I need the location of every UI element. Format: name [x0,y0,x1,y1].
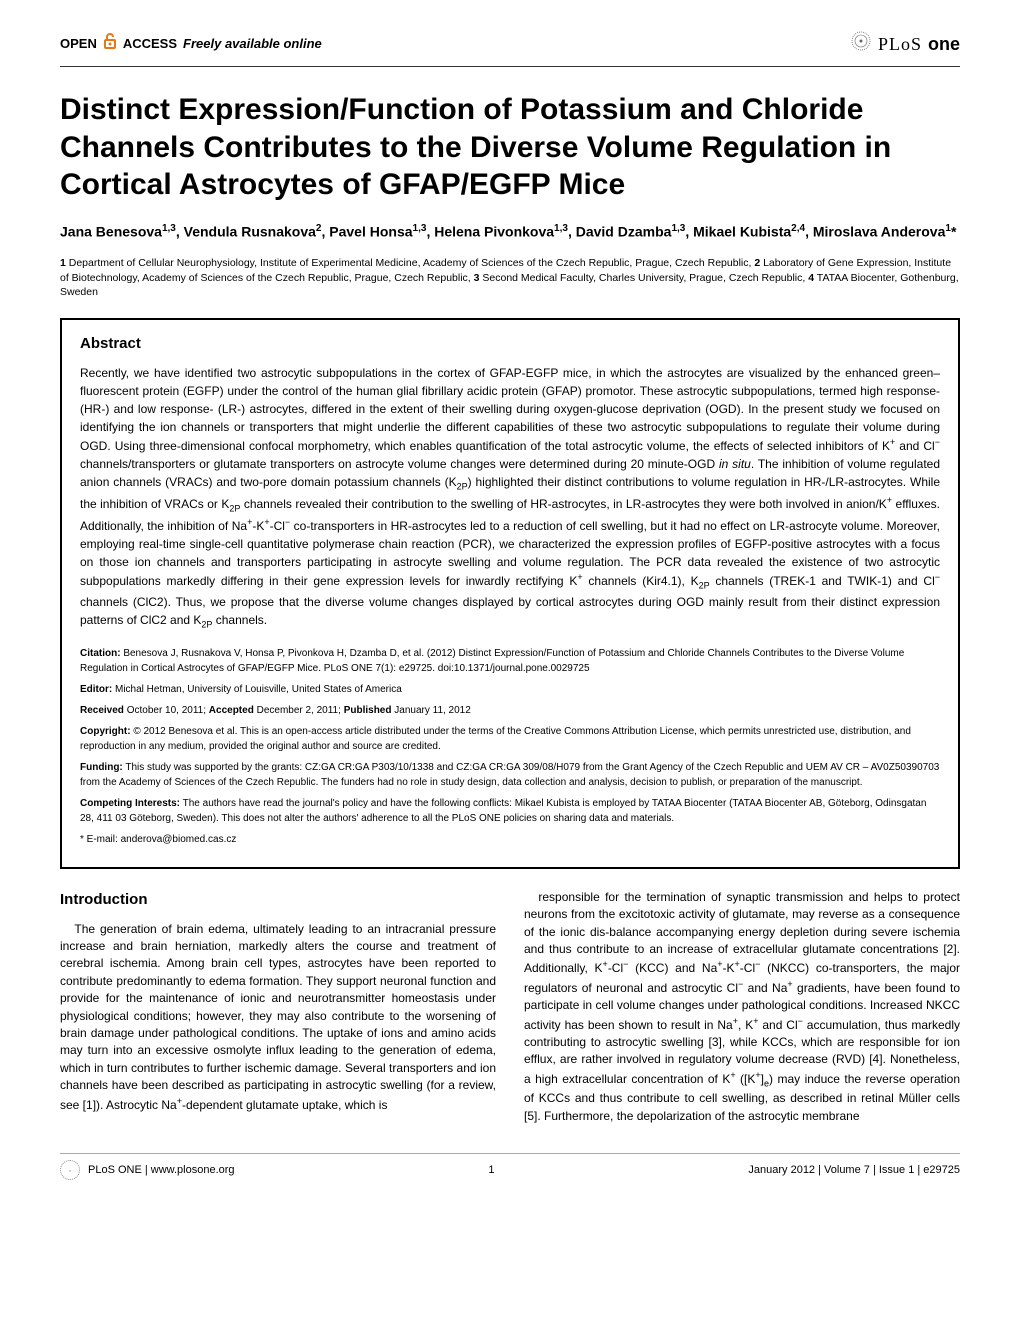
intro-para-1: The generation of brain edema, ultimatel… [60,921,496,1114]
freely-available-label: Freely available online [183,35,322,53]
email-label: * E-mail: [80,834,118,845]
footer-right: January 2012 | Volume 7 | Issue 1 | e297… [748,1163,960,1178]
footer-compass-icon: · [60,1160,80,1180]
article-meta: Citation: Benesova J, Rusnakova V, Honsa… [80,646,940,847]
footer-left-group: · PLoS ONE | www.plosone.org [60,1160,235,1180]
footer-page-number: 1 [488,1163,494,1178]
author-list: Jana Benesova1,3, Vendula Rusnakova2, Pa… [60,222,960,242]
accepted-label: Accepted [209,705,254,716]
body-two-column: Introduction The generation of brain ede… [60,889,960,1125]
open-access-icon [103,32,117,56]
affiliations: 1 Department of Cellular Neurophysiology… [60,256,960,300]
compass-icon [850,30,872,58]
abstract-box: Abstract Recently, we have identified tw… [60,318,960,869]
open-label: OPEN [60,35,97,53]
editor-label: Editor: [80,684,112,695]
copyright-line: Copyright: © 2012 Benesova et al. This i… [80,724,940,754]
column-left: Introduction The generation of brain ede… [60,889,496,1125]
coi-label: Competing Interests: [80,798,180,809]
coi-text: The authors have read the journal's poli… [80,798,926,824]
footer-left: PLoS ONE | www.plosone.org [88,1163,235,1178]
journal-one-label: one [928,32,960,56]
published-label: Published [344,705,392,716]
column-right: responsible for the termination of synap… [524,889,960,1125]
funding-line: Funding: This study was supported by the… [80,760,940,790]
email-text: anderova@biomed.cas.cz [121,834,237,845]
published-date: January 11, 2012 [394,705,471,716]
citation-label: Citation: [80,648,121,659]
received-label: Received [80,705,124,716]
copyright-label: Copyright: [80,726,131,737]
intro-para-2: responsible for the termination of synap… [524,889,960,1125]
abstract-text: Recently, we have identified two astrocy… [80,364,940,632]
journal-logo: PLoS one [850,30,960,58]
editor-text: Michal Hetman, University of Louisville,… [115,684,402,695]
copyright-text: © 2012 Benesova et al. This is an open-a… [80,726,911,752]
email-line: * E-mail: anderova@biomed.cas.cz [80,832,940,847]
citation-line: Citation: Benesova J, Rusnakova V, Honsa… [80,646,940,676]
journal-plos-label: PLoS [878,32,922,56]
page-footer: · PLoS ONE | www.plosone.org 1 January 2… [60,1153,960,1180]
dates-line: Received October 10, 2011; Accepted Dece… [80,703,940,718]
citation-text: Benesova J, Rusnakova V, Honsa P, Pivonk… [80,648,904,674]
introduction-heading: Introduction [60,889,496,911]
editor-line: Editor: Michal Hetman, University of Lou… [80,682,940,697]
funding-text: This study was supported by the grants: … [80,762,939,788]
abstract-heading: Abstract [80,334,940,354]
open-access-badge: OPEN ACCESS Freely available online [60,32,322,56]
funding-label: Funding: [80,762,123,773]
received-date: October 10, 2011; [127,705,206,716]
coi-line: Competing Interests: The authors have re… [80,796,940,826]
header-bar: OPEN ACCESS Freely available online PLoS… [60,30,960,67]
accepted-date: December 2, 2011; [257,705,341,716]
access-label: ACCESS [123,35,177,53]
article-title: Distinct Expression/Function of Potassiu… [60,91,960,204]
